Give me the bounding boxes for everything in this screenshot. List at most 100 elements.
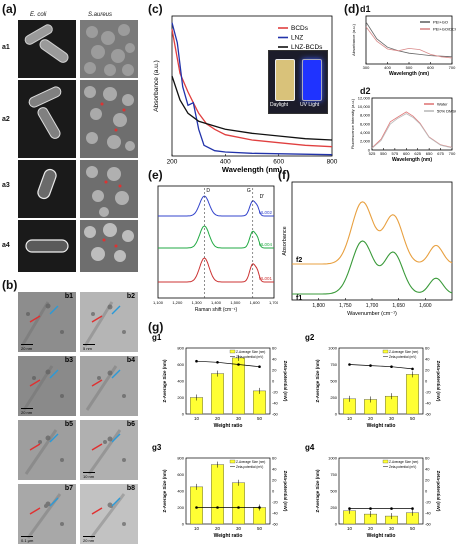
legend-label: LNZ-BCDs [291,44,323,51]
scale-bar-label: 20 nm [21,346,33,351]
chart-d2: 525 550 575 600 625 650 675 700 0 2,000 4,000 6,000… [350,96,456,163]
inset-label-uv: UV Light [300,102,320,108]
y-axis-label: Z-Average Size (nm) [315,359,320,403]
vial-photo-inset: Daylight UV Light [268,50,328,114]
legend-label: Z-Average Size (nm) [236,350,265,354]
tem-label-b5: b5 [64,421,73,428]
x-tick-label: 10 [194,416,200,421]
y-tick-label: 750 [330,362,337,367]
x-tick-label: 700 [449,151,456,156]
bar-30 [231,357,245,415]
x-tick-label: 400 [384,65,391,70]
raman-spectrum-nl002 [158,195,274,217]
legend-swatch [229,349,236,354]
y-tick-label: 250 [330,505,337,510]
y-tick-label: 10,000 [358,104,371,109]
x-axis-label: Wavenumber (cm⁻¹) [347,311,397,317]
y2-tick-label: 60 [425,456,430,461]
legend-label: Water [437,101,448,106]
peak-label: D [206,188,210,194]
y-tick-label: 500 [330,379,337,384]
tem-label-b8: b8 [126,485,135,492]
bar-10 [190,486,204,525]
x-axis-label: Weight ratio [367,423,396,429]
x-tick-label: 675 [437,151,444,156]
y-tick-label: 4,000 [360,130,371,135]
x-tick-label: 10 [194,526,200,531]
row-label-a3: a3 [2,182,10,189]
legend-label: Zeta-potential (mV) [236,465,263,469]
legend-label: Zeta-potential (mV) [389,465,416,469]
sub-panel-label: g1 [152,333,162,342]
x-tick-label: 1,800 [312,303,325,309]
y-axis-label: Z-Average Size (nm) [162,469,167,513]
x-tick-label: 20 [368,416,374,421]
legend-label: Z-Average Size (nm) [236,460,265,464]
y2-tick-label: 60 [425,346,430,351]
y-tick-label: 600 [177,362,184,367]
plot-frame [185,347,271,415]
chart-g4: g4 0 250 500 750 1000 -60 -40 -20 0 20 40 60 10 20 30 50… [305,443,441,539]
y-axis-label: Fluorescence intensity (a.u.) [350,98,355,149]
saureus-image-a2 [80,80,138,158]
saureus-image-a1 [80,20,138,78]
y-tick-label: 12,000 [358,96,371,100]
bar-20 [211,464,225,525]
series-label: f2 [296,257,302,264]
plot-frame [371,97,453,151]
raman-spectrum-nl004 [158,225,274,249]
x-axis-label: Weight ratio [214,533,243,539]
y-axis-label: Z-Average Size (nm) [162,359,167,403]
y-tick-label: 200 [177,395,184,400]
zeta-point [390,365,393,368]
ecoli-image-a3 [18,160,76,218]
y2-tick-label: 0 [425,489,428,494]
y2-tick-label: -20 [272,500,279,505]
chart-g3: g3 0 200 400 600 800 -60 -40 -20 0 20 40 60 10 20 30 50 W… [152,443,288,539]
series-line-pei-go-dcg [365,26,453,59]
x-tick-label: 1,600 [250,300,261,305]
scale-bar-label: 20 nm [21,410,33,415]
vial-uv [302,59,322,101]
x-tick-label: 1,400 [211,300,222,305]
zeta-point [411,507,414,510]
x-tick-label: 1,700 [366,303,379,309]
y-axis-label: Absorbance (a.u.) [351,23,356,55]
legend-swatch [229,459,236,464]
series-line-lnz [171,22,333,156]
x-tick-label: 700 [449,65,456,70]
saureus-image-a3 [80,160,138,218]
tem-image-b1: b1 20 nm [18,292,76,352]
x-tick-label: 525 [369,151,376,156]
scale-bar-label: 20 nm [83,538,95,543]
y2-tick-label: -20 [425,500,432,505]
x-tick-label: 600 [403,151,410,156]
y2-tick-label: 40 [272,357,277,362]
scale-bar [21,408,33,409]
x-tick-label: 300 [363,65,370,70]
y-axis-label: Z-Average Size (nm) [315,469,320,513]
legend-label: PEI+GO [433,19,448,24]
tem-image-b3: b3 20 nm [18,356,76,416]
legend-swatch [382,349,389,354]
zeta-point [216,361,219,364]
y-tick-label: 750 [330,472,337,477]
x-axis-label: Wavelength (nm) [392,157,432,163]
zeta-point [195,506,198,509]
col-header-ecoli: E. coli [30,12,47,18]
zeta-point [258,506,261,509]
chart-d1: 300 400 500 600 700 Wavelength (nm) Absorbance… [351,15,456,77]
y-axis-label: Absorbance (a.u.) [153,60,160,112]
tem-label-b2: b2 [126,293,135,300]
x-tick-label: 30 [236,416,242,421]
panel-b-label: (b) [2,278,18,292]
scale-bar [83,536,95,537]
ftir-spectrum-f2 [292,201,453,265]
panel-c-label: (c) [148,2,163,16]
legend-label: Zeta-potential (mV) [236,355,263,359]
scale-bar [21,536,33,537]
x-tick-label: 1,600 [419,303,432,309]
y2-tick-label: 40 [272,467,277,472]
series-line-lnz-bcds [171,75,333,141]
y-tick-label: 400 [177,489,184,494]
